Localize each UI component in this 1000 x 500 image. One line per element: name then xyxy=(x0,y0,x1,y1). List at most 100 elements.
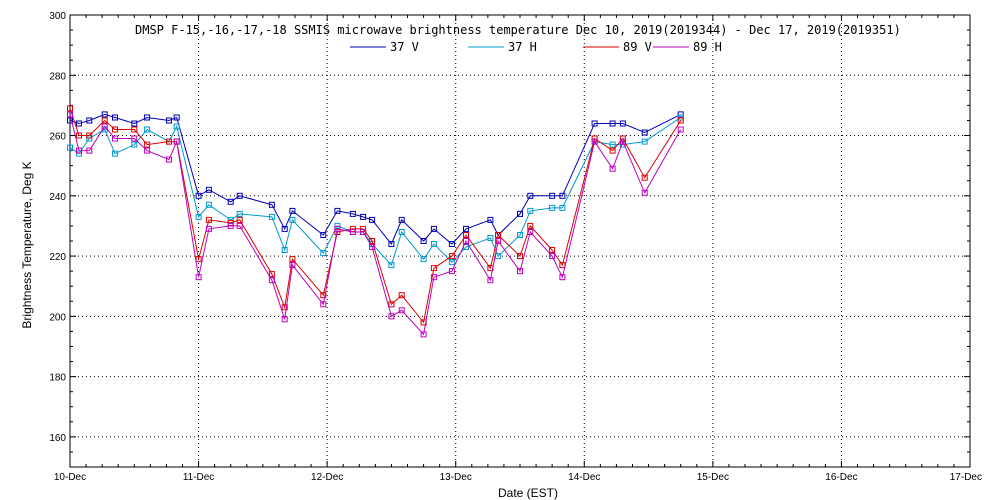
data-point xyxy=(281,304,288,311)
data-point xyxy=(388,241,395,247)
data-point xyxy=(349,210,356,217)
data-point xyxy=(398,216,405,223)
data-point xyxy=(641,174,648,181)
y-tick-label: 260 xyxy=(49,132,66,143)
legend-label: 89 V xyxy=(623,40,652,54)
data-point xyxy=(360,213,367,220)
data-point xyxy=(112,126,118,133)
data-point xyxy=(173,114,180,121)
data-point xyxy=(173,123,180,130)
series-line xyxy=(69,114,682,336)
data-point xyxy=(281,316,288,323)
data-point xyxy=(67,117,73,124)
x-tick-label: 13-Dec xyxy=(440,472,472,483)
plot-frame xyxy=(69,14,971,468)
data-point xyxy=(320,301,327,308)
data-point xyxy=(227,198,234,205)
data-point xyxy=(320,292,327,299)
data-point xyxy=(101,111,108,118)
data-point xyxy=(420,238,427,244)
y-tick-label: 300 xyxy=(49,11,66,22)
data-point xyxy=(112,114,118,121)
data-point xyxy=(86,132,93,139)
chart-title: DMSP F-15,-16,-17,-18 SSMIS microwave br… xyxy=(135,23,901,37)
data-point xyxy=(448,268,455,275)
data-point xyxy=(281,247,288,253)
data-point xyxy=(268,277,275,284)
data-point xyxy=(420,256,427,263)
data-point xyxy=(166,117,172,124)
data-point xyxy=(227,222,234,229)
legend: 37 V 37 H 89 V 89 H xyxy=(350,40,722,54)
data-point xyxy=(67,144,73,151)
data-point xyxy=(320,232,327,238)
data-point xyxy=(487,277,494,284)
x-tick-label: 16-Dec xyxy=(825,472,857,483)
data-point xyxy=(166,156,172,163)
data-point xyxy=(131,135,138,142)
data-point xyxy=(559,192,566,199)
data-point xyxy=(549,247,556,253)
data-point xyxy=(101,123,108,130)
x-tick-label: 11-Dec xyxy=(183,472,215,483)
data-point xyxy=(76,132,82,139)
series-1 xyxy=(67,114,684,269)
data-point xyxy=(369,216,376,223)
data-point xyxy=(559,204,566,211)
data-point xyxy=(517,253,523,260)
data-point xyxy=(388,262,395,269)
data-point xyxy=(131,120,138,127)
data-point xyxy=(527,229,534,235)
data-point xyxy=(517,232,523,238)
data-point xyxy=(430,225,437,232)
data-point xyxy=(609,147,616,154)
grid xyxy=(70,15,970,467)
data-point xyxy=(166,138,172,145)
data-point xyxy=(195,274,202,281)
data-point xyxy=(487,235,494,241)
data-point xyxy=(112,135,118,142)
data-point xyxy=(517,268,523,275)
data-point xyxy=(430,265,437,272)
data-point xyxy=(195,192,202,199)
data-point xyxy=(236,192,243,199)
data-point xyxy=(289,262,296,269)
data-point xyxy=(487,216,494,223)
series xyxy=(67,105,684,338)
y-tick-label: 180 xyxy=(49,373,66,384)
y-axis-label: Brightness Temperature, Deg K xyxy=(20,161,34,328)
data-point xyxy=(349,229,356,235)
data-point xyxy=(369,238,376,244)
data-point xyxy=(173,138,180,145)
data-point xyxy=(609,120,616,127)
data-point xyxy=(360,229,367,235)
data-point xyxy=(398,292,405,299)
data-point xyxy=(86,147,93,154)
data-point xyxy=(430,241,437,247)
x-tick-label: 15-Dec xyxy=(697,472,729,483)
data-point xyxy=(360,225,367,232)
data-point xyxy=(144,147,151,154)
data-point xyxy=(369,244,376,250)
data-point xyxy=(289,216,296,223)
data-point xyxy=(67,111,73,118)
legend-label: 89 H xyxy=(693,40,722,54)
data-point xyxy=(101,117,108,124)
data-point xyxy=(67,105,73,112)
legend-label: 37 V xyxy=(390,40,419,54)
data-point xyxy=(205,201,212,208)
y-tick-label: 280 xyxy=(49,71,66,82)
data-point xyxy=(268,271,275,278)
data-point xyxy=(527,222,534,229)
data-point xyxy=(76,147,82,154)
data-point xyxy=(591,138,598,145)
data-point xyxy=(131,141,138,148)
series-0 xyxy=(67,111,684,247)
data-point xyxy=(334,207,341,214)
data-point xyxy=(388,313,395,320)
x-axis-label: Date (EST) xyxy=(498,486,558,500)
y-tick-label: 200 xyxy=(49,312,66,323)
data-point xyxy=(430,274,437,281)
axes: 160 180 200 220 240 260 280 300 10-Dec 11-Dec 12-D… xyxy=(49,11,982,483)
data-point xyxy=(388,301,395,308)
